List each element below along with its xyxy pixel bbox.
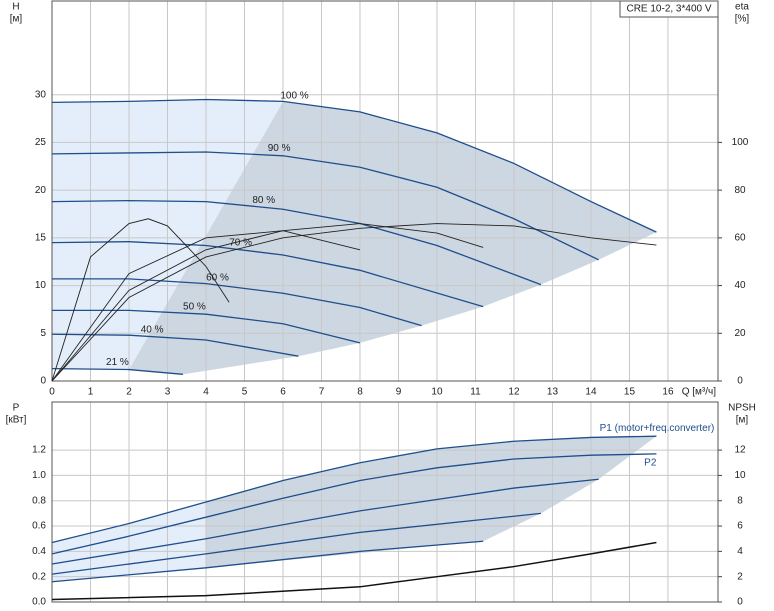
y2-tick-label: 2 [737,571,743,582]
y2-tick-label: 6 [737,521,743,532]
y-tick-label: 1.2 [32,445,46,456]
curve-label: 21 % [106,357,129,368]
x-tick-label: 14 [585,387,597,398]
curve [51,367,183,375]
y-axis-unit: [м] [10,14,23,25]
curve [51,478,599,565]
y-tick-label: 5 [40,328,46,339]
y-tick-label: 25 [35,137,47,148]
y-axis-title: P [13,403,20,414]
secondary-curve [51,230,361,382]
y2-tick-label: 0 [737,597,743,608]
curve [52,309,361,344]
chart-title: CRE 10-2, 3*400 V [626,4,711,15]
x-tick-label: 1 [88,387,94,398]
y2-axis-unit: [м] [736,415,749,426]
curve-label: 70 % [229,237,252,248]
curve [51,453,657,555]
y2-axis-unit: [%] [735,14,750,25]
y-tick-label: 0 [40,376,46,387]
curve [52,278,422,327]
y-tick-label: 0.0 [32,597,46,608]
curve-label: P2 [644,458,657,469]
x-tick-label: 7 [319,387,325,398]
y2-tick-label: 8 [737,495,743,506]
y-tick-label: 0.4 [32,546,46,557]
plot-frame [51,0,719,382]
y-tick-label: 0.2 [32,571,46,582]
y-tick-label: 20 [35,185,47,196]
curve [51,512,541,575]
curve-label: 90 % [268,143,291,154]
curve [51,435,657,544]
x-tick-label: 0 [49,387,55,398]
y2-axis-title: NPSH [728,403,756,414]
secondary-curve [51,541,657,601]
y2-tick-label: 40 [734,280,746,291]
x-tick-label: 13 [547,387,559,398]
y2-tick-label: 4 [737,546,743,557]
plot-frame [51,401,719,603]
x-tick-label: 8 [357,387,363,398]
y-tick-label: 1.0 [32,470,46,481]
curve-label: 50 % [183,301,206,312]
y-axis-title: H [12,2,19,13]
curve [51,199,542,286]
title-box [619,0,719,18]
x-tick-label: 6 [280,387,286,398]
x-axis-title: Q [м³/ч] [682,387,717,398]
y-tick-label: 0.8 [32,495,46,506]
x-tick-label: 9 [396,387,402,398]
y2-axis-title: eta [735,2,749,13]
y-tick-label: 0.6 [32,521,46,532]
y-axis-unit: [кВт] [6,415,27,426]
y2-tick-label: 10 [734,470,746,481]
y2-tick-label: 80 [734,185,746,196]
curve [51,151,599,261]
x-tick-label: 10 [431,387,443,398]
x-tick-label: 15 [624,387,636,398]
curve-label: 100 % [280,91,308,102]
x-tick-label: 12 [508,387,520,398]
x-tick-label: 16 [662,387,674,398]
y2-tick-label: 12 [734,445,746,456]
y-tick-label: 10 [35,280,47,291]
x-tick-label: 4 [203,387,209,398]
curve [51,333,299,357]
operating-area [205,436,657,568]
secondary-curve [51,218,230,382]
curve-label: P1 (motor+freq.converter) [600,423,715,434]
curve [51,540,484,583]
y2-tick-label: 100 [732,137,749,148]
curve-label: 80 % [252,195,275,206]
x-tick-label: 11 [470,387,481,398]
curve-label: 40 % [141,324,164,335]
y2-tick-label: 60 [734,232,746,243]
curve-label: 60 % [206,273,229,284]
curve [51,241,484,308]
y2-tick-label: 20 [734,328,746,339]
y2-tick-label: 0 [737,376,743,387]
x-tick-label: 5 [242,387,248,398]
secondary-curve [51,223,657,382]
y-tick-label: 15 [35,232,47,243]
x-tick-label: 2 [126,387,132,398]
curve [51,98,657,233]
y-tick-label: 30 [35,89,47,100]
x-tick-label: 3 [165,387,171,398]
